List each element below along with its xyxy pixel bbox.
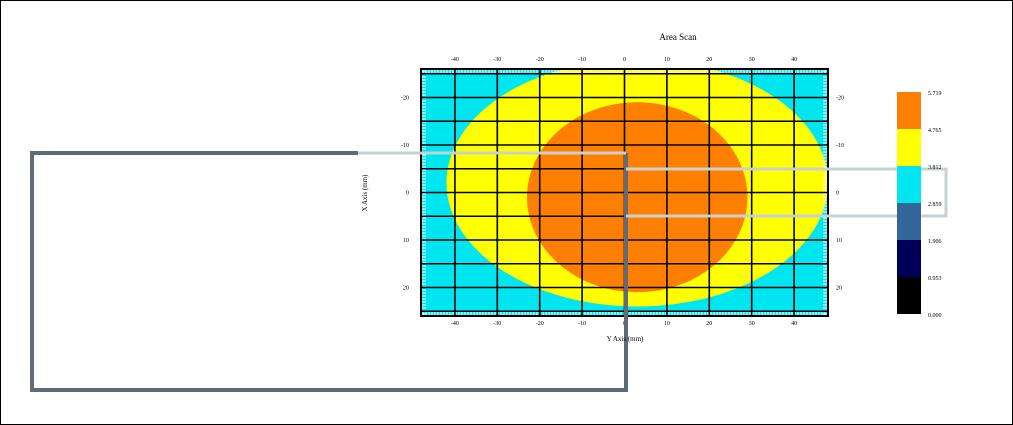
x-tick-label-top: -20: [536, 57, 544, 63]
x-tick-label-top: 40: [791, 57, 797, 63]
connector-bracket: [626, 167, 948, 218]
connector-line-dark: [30, 151, 628, 392]
x-tick-label-bottom: 30: [749, 321, 755, 327]
legend-swatch: [897, 277, 921, 314]
y-tick-label-right: -20: [836, 96, 844, 102]
chart-title: Area Scan: [659, 32, 697, 42]
legend-label: 4.765: [928, 128, 942, 134]
y-tick-label-left: 20: [403, 286, 409, 292]
x-tick-label-bottom: 10: [664, 321, 670, 327]
x-tick-label-top: -10: [578, 57, 586, 63]
legend-label: 3.812: [928, 165, 942, 171]
y-tick-label-right: 0: [836, 191, 839, 197]
y-tick-label-left: -20: [401, 96, 409, 102]
x-tick-label-top: 30: [749, 57, 755, 63]
x-tick-label-bottom: -10: [578, 321, 586, 327]
legend-swatch: [897, 166, 921, 203]
x-tick-label-top: 20: [706, 57, 712, 63]
legend-swatch: [897, 129, 921, 166]
x-tick-label-top: 10: [664, 57, 670, 63]
y-tick-label-left: -10: [401, 143, 409, 149]
legend-swatch: [897, 92, 921, 129]
legend-label: 1.906: [928, 239, 942, 245]
x-tick-label-bottom: 20: [706, 321, 712, 327]
x-tick-label-bottom: -40: [451, 321, 459, 327]
legend-swatch: [897, 240, 921, 277]
x-tick-label-bottom: -20: [536, 321, 544, 327]
y-tick-label-left: 0: [406, 191, 409, 197]
x-tick-label-bottom: 40: [791, 321, 797, 327]
y-tick-label-right: -10: [836, 143, 844, 149]
x-tick-label-top: -40: [451, 57, 459, 63]
legend-label: 2.859: [928, 202, 942, 208]
legend-label: 5.719: [928, 91, 942, 97]
y-tick-label-right: 10: [836, 238, 842, 244]
color-legend: 5.719 4.765 3.812 2.859 1.906 0.953 0.000: [897, 91, 942, 319]
x-tick-label-top: -30: [493, 57, 501, 63]
y-axis-title: X Axis (mm): [361, 174, 369, 212]
legend-label: 0.000: [928, 313, 942, 319]
legend-label: 0.953: [928, 276, 942, 282]
y-tick-label-left: 10: [403, 238, 409, 244]
x-tick-label-bottom: -30: [493, 321, 501, 327]
legend-swatch: [897, 203, 921, 240]
y-tick-label-right: 20: [836, 286, 842, 292]
x-axis-title: Y Axis (mm): [607, 335, 644, 343]
x-tick-label-top: 0: [623, 57, 626, 63]
